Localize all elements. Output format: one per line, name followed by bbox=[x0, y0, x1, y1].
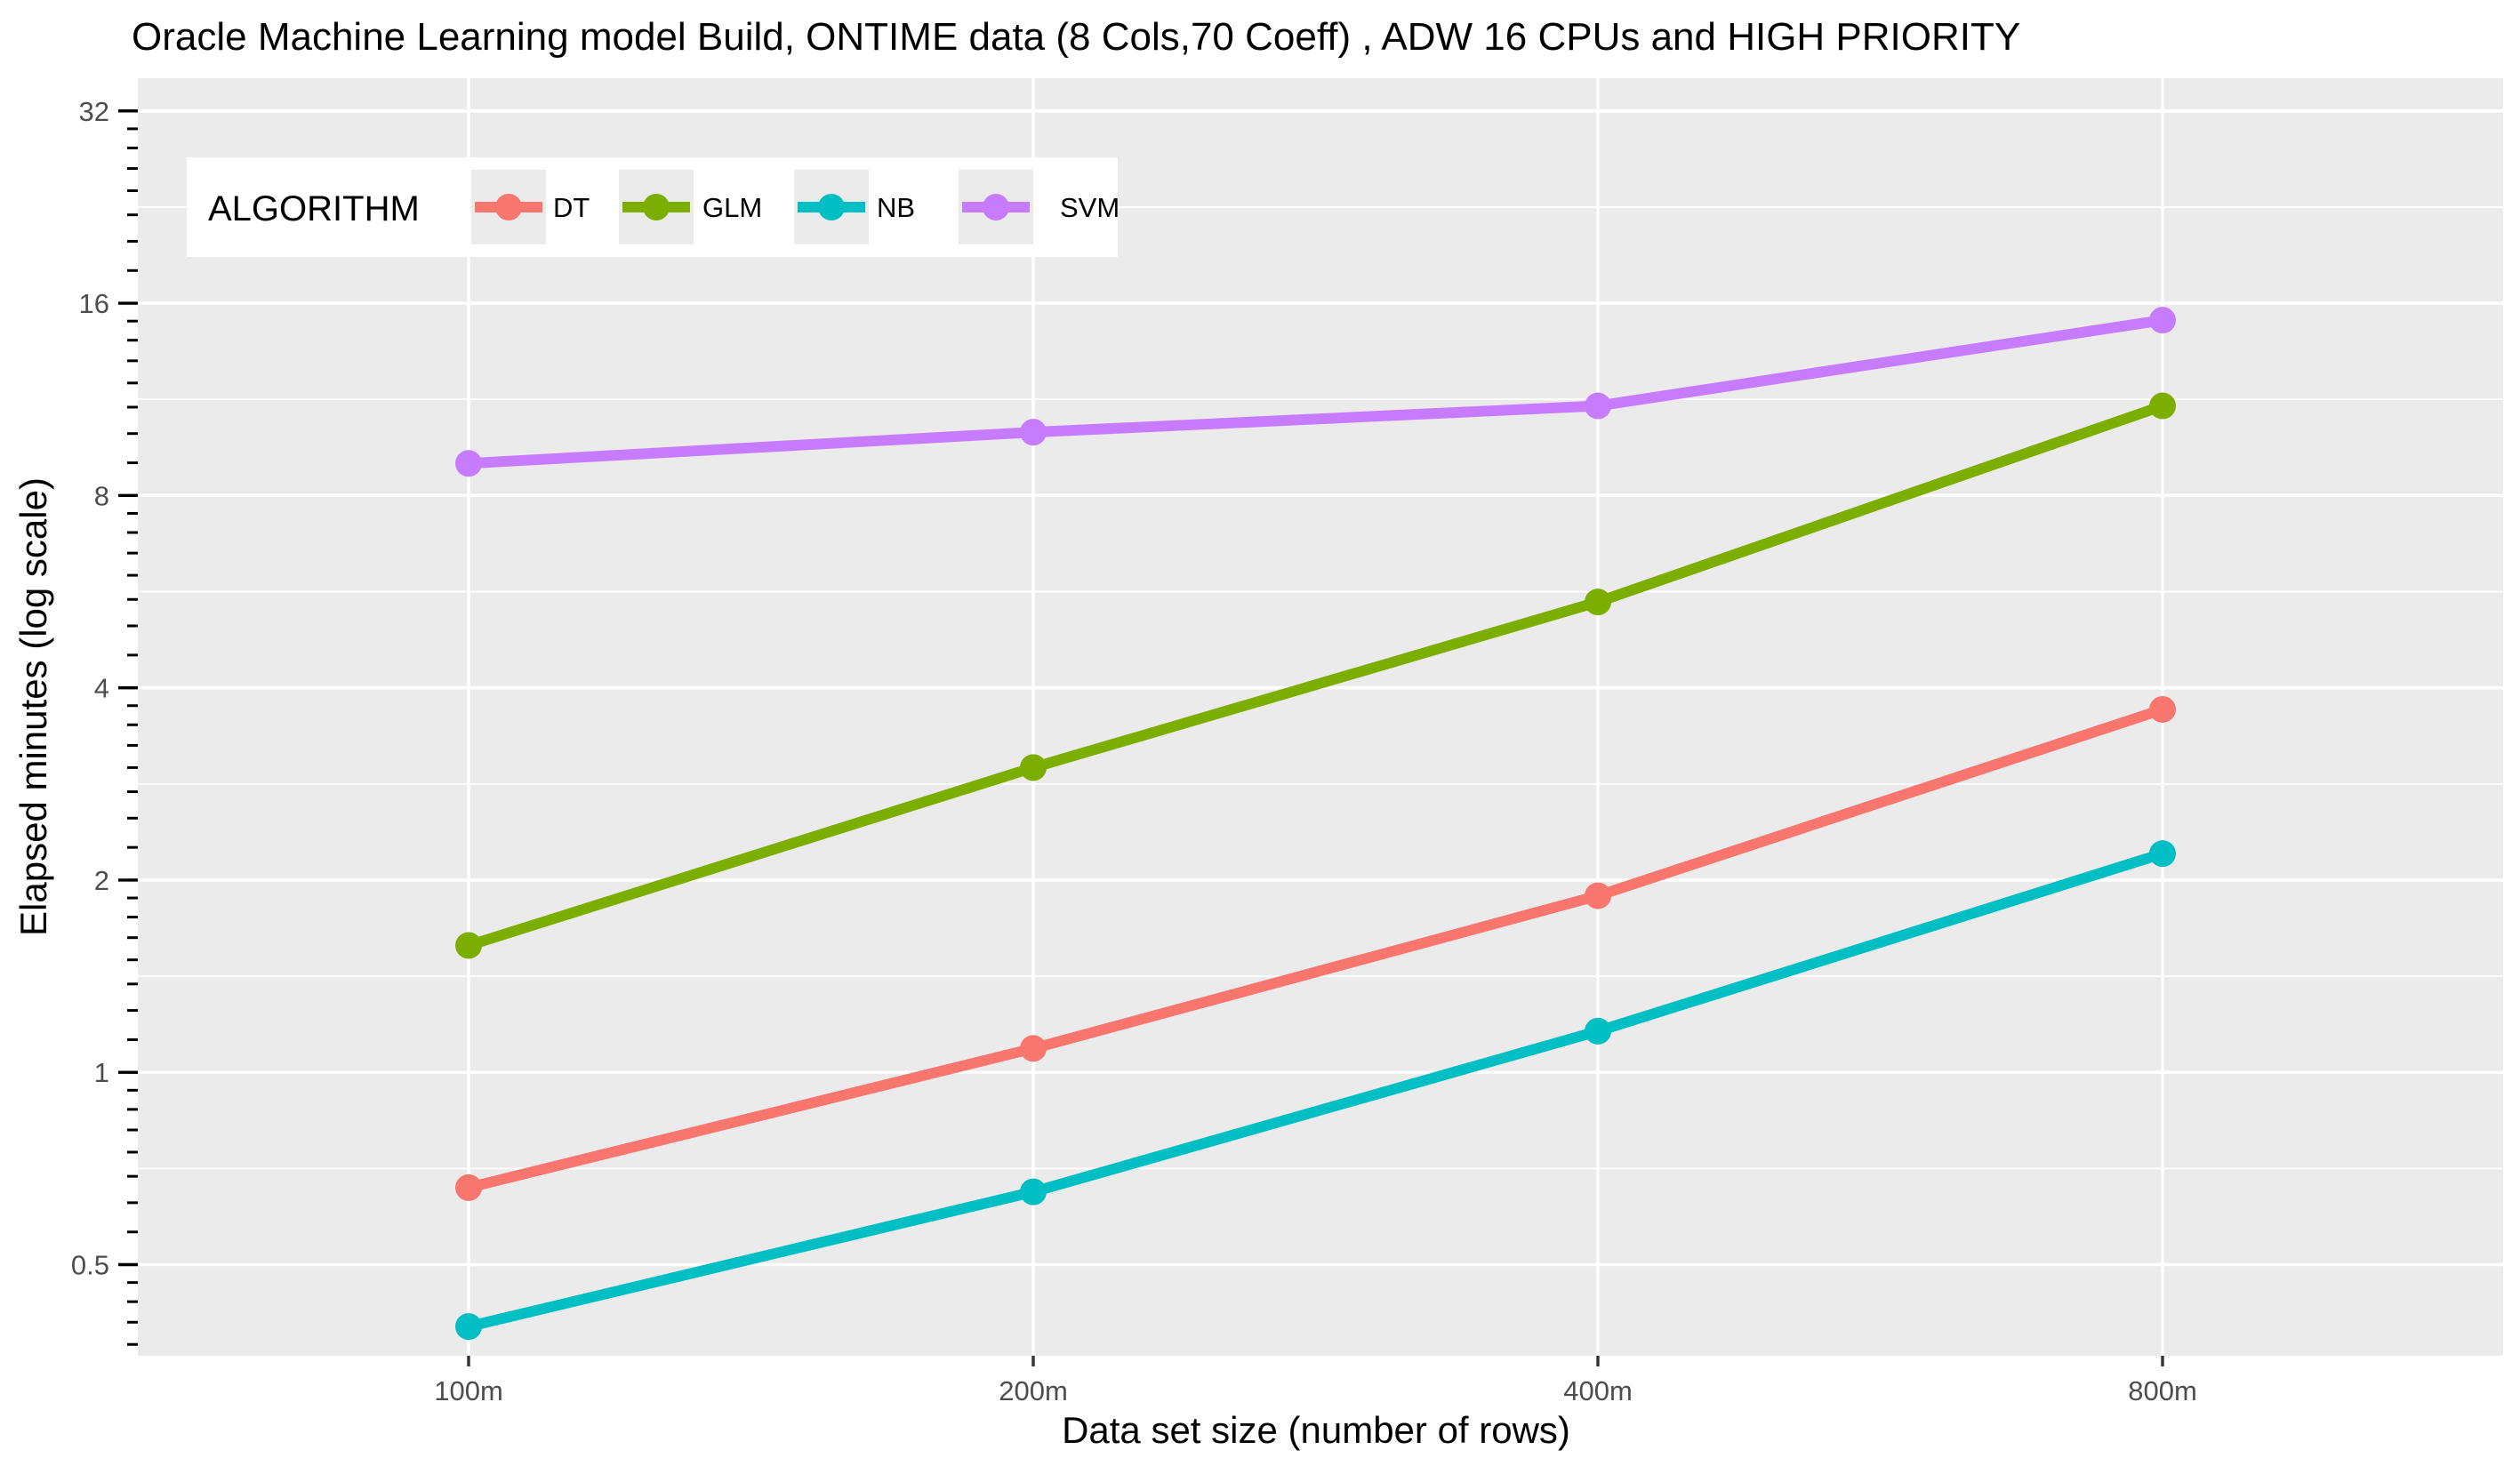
data-point-dt bbox=[1020, 1035, 1047, 1062]
data-point-glm bbox=[455, 932, 482, 959]
x-tick-label: 800m bbox=[2128, 1375, 2197, 1406]
chart-title: Oracle Machine Learning model Build, ONT… bbox=[132, 15, 2020, 59]
series-line-svm bbox=[468, 315, 2163, 469]
x-axis-title: Data set size (number of rows) bbox=[1062, 1409, 1570, 1451]
data-point-nb bbox=[1585, 1017, 1611, 1045]
data-point-glm bbox=[1020, 754, 1047, 781]
y-tick-label: 16 bbox=[79, 288, 109, 319]
x-tick-label: 200m bbox=[999, 1375, 1068, 1406]
y-axis-title: Elapsed minutes (log scale) bbox=[12, 477, 54, 936]
data-point-dt bbox=[455, 1174, 482, 1201]
series-line-nb bbox=[467, 848, 2164, 1332]
plot-panel bbox=[138, 78, 2503, 1356]
data-point-svm bbox=[2149, 307, 2176, 334]
data-point-dt bbox=[1585, 882, 1611, 909]
x-tick-label: 100m bbox=[434, 1375, 503, 1406]
legend-point-glm bbox=[643, 194, 670, 220]
data-point-svm bbox=[1020, 419, 1047, 446]
data-point-nb bbox=[455, 1313, 482, 1341]
series-line-glm bbox=[467, 400, 2164, 951]
data-point-svm bbox=[1585, 392, 1611, 420]
legend: ALGORITHM DT GLM NB SVM bbox=[187, 157, 1120, 257]
data-point-nb bbox=[1020, 1178, 1047, 1206]
legend-title: ALGORITHM bbox=[208, 189, 420, 228]
y-tick-label: 2 bbox=[94, 865, 109, 896]
y-tick-label: 8 bbox=[94, 480, 109, 511]
legend-label-dt: DT bbox=[553, 192, 590, 223]
data-point-glm bbox=[2149, 392, 2176, 420]
legend-label-glm: GLM bbox=[702, 192, 762, 223]
y-tick-label: 4 bbox=[94, 673, 109, 704]
legend-point-nb bbox=[818, 194, 845, 220]
data-point-dt bbox=[2149, 695, 2176, 723]
legend-label-svm: SVM bbox=[1060, 192, 1120, 223]
legend-point-dt bbox=[495, 194, 522, 220]
legend-point-svm bbox=[983, 194, 1009, 220]
y-tick-label: 0.5 bbox=[71, 1249, 109, 1280]
x-tick-label: 400m bbox=[1563, 1375, 1633, 1406]
data-point-svm bbox=[455, 450, 482, 477]
plot-area: 0.5 1 2 4 8 16 32 100m 200m 400m 800m bbox=[71, 78, 2503, 1406]
y-tick-label: 1 bbox=[94, 1057, 109, 1088]
legend-label-nb: NB bbox=[877, 192, 915, 223]
data-point-nb bbox=[2149, 840, 2176, 868]
y-tick-label: 32 bbox=[79, 96, 109, 127]
series-line-dt bbox=[467, 704, 2164, 1193]
data-point-glm bbox=[1585, 589, 1611, 616]
